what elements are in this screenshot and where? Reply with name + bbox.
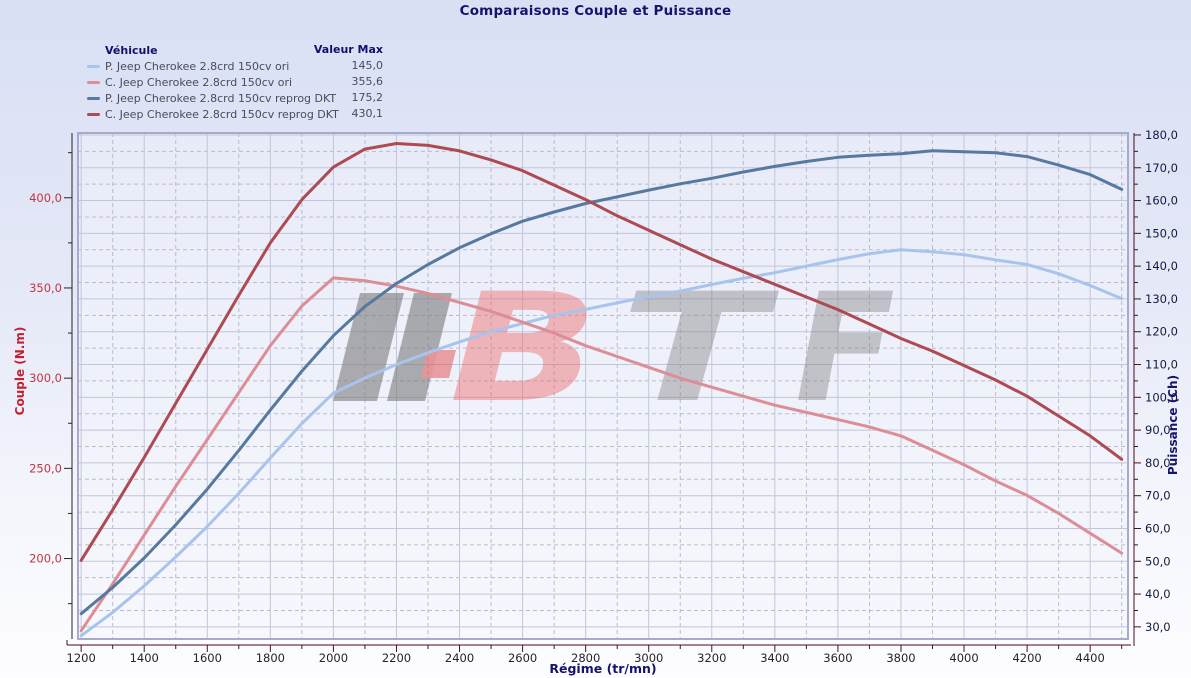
- legend-swatch: [87, 80, 100, 84]
- series-curve-3: [79, 142, 1124, 562]
- legend-header-row: Véhicule Valeur Max: [87, 42, 383, 58]
- legend-item-label: P. Jeep Cherokee 2.8crd 150cv reprog DKT: [105, 91, 337, 105]
- x-tick-label: 3200: [697, 651, 726, 665]
- y-right-tick-label: 60,0: [1145, 521, 1171, 535]
- x-tick-label: 1400: [130, 651, 159, 665]
- page-title: Comparaisons Couple et Puissance: [459, 3, 732, 19]
- x-axis-title: Régime (tr/mn): [549, 661, 657, 676]
- legend-header-max: Valeur Max: [313, 43, 383, 56]
- x-tick-label: 2800: [571, 651, 600, 665]
- y-left-tick-label: 300,0: [29, 371, 62, 385]
- y-right-tick-label: 150,0: [1145, 226, 1178, 240]
- x-tick-label: 2000: [319, 651, 348, 665]
- y-right-tick-label: 160,0: [1145, 194, 1178, 208]
- legend-swatch: [87, 112, 100, 116]
- legend-swatch: [87, 96, 100, 100]
- legend-item-max-value: 355,6: [351, 75, 384, 88]
- y-right-tick-label: 130,0: [1145, 292, 1178, 306]
- legend-item: P. Jeep Cherokee 2.8crd 150cv ori 145,0: [87, 58, 383, 74]
- y-left-axis-title: Couple (N.m): [13, 326, 27, 416]
- y-right-tick-label: 90,0: [1145, 423, 1171, 437]
- y-left-tick-label: 250,0: [29, 461, 62, 475]
- y-right-axis-title: Puissance (Ch): [1166, 374, 1180, 476]
- watermark-letter: B: [449, 262, 599, 436]
- series-curve-1: [79, 276, 1124, 633]
- y-left-axis: 200,0 250,0 300,0 350,0 400,0: [29, 133, 73, 639]
- y-left-tick-label: 400,0: [29, 191, 62, 205]
- plot-frame: [77, 132, 1129, 640]
- x-tick-label: 3600: [823, 651, 852, 665]
- x-tick-label: 2400: [445, 651, 474, 665]
- x-tick-label: 2600: [508, 651, 537, 665]
- legend-item-max-value: 145,0: [351, 59, 384, 72]
- y-right-axis: 30,0 40,0 50,0 60,0 70,0 80,0 90,0 100,0 110,0 12…: [1133, 128, 1178, 646]
- y-right-tick-label: 40,0: [1145, 587, 1171, 601]
- x-tick-label: 1200: [67, 651, 96, 665]
- legend-header-vehicle: Véhicule: [105, 43, 158, 57]
- legend-item-max-value: 175,2: [351, 91, 384, 104]
- legend-item-label: C. Jeep Cherokee 2.8crd 150cv ori: [105, 75, 293, 89]
- x-tick-label: 4000: [949, 651, 978, 665]
- x-tick-label: 4200: [1012, 651, 1041, 665]
- y-left-tick-label: 200,0: [29, 552, 62, 566]
- y-right-tick-label: 80,0: [1145, 456, 1171, 470]
- legend-item: C. Jeep Cherokee 2.8crd 150cv ori 355,6: [87, 74, 383, 90]
- legend-rows: P. Jeep Cherokee 2.8crd 150cv ori 145,0 C.…: [87, 58, 383, 122]
- x-tick-label: 3800: [886, 651, 915, 665]
- legend-item-label: C. Jeep Cherokee 2.8crd 150cv reprog DKT: [105, 107, 339, 121]
- y-left-tick-label: 350,0: [29, 281, 62, 295]
- y-right-tick-label: 120,0: [1145, 325, 1178, 339]
- y-right-tick-label: 70,0: [1145, 489, 1171, 503]
- y-right-tick-label: 140,0: [1145, 259, 1178, 273]
- series-curve-0: [79, 248, 1124, 638]
- x-tick-label: 1600: [193, 651, 222, 665]
- x-tick-label: 4400: [1076, 651, 1105, 665]
- series-curve-2: [79, 149, 1124, 616]
- y-right-tick-label: 50,0: [1145, 554, 1171, 568]
- legend-item-label: P. Jeep Cherokee 2.8crd 150cv ori: [105, 59, 290, 73]
- x-axis: 1200 1400 1600 1800 2000 2200 2400 2600 2800 3000…: [66, 640, 1131, 665]
- y-right-tick-label: 180,0: [1145, 128, 1178, 142]
- x-tick-label: 3000: [634, 651, 663, 665]
- x-tick-label: 3400: [760, 651, 789, 665]
- legend-item: P. Jeep Cherokee 2.8crd 150cv reprog DKT…: [87, 90, 383, 106]
- y-right-tick-label: 100,0: [1145, 390, 1178, 404]
- x-tick-label: 2200: [382, 651, 411, 665]
- y-right-tick-label: 170,0: [1145, 161, 1178, 175]
- legend-swatch: [87, 64, 100, 68]
- legend: Véhicule Valeur Max P. Jeep Cherokee 2.8…: [87, 42, 383, 122]
- legend-item-max-value: 430,1: [351, 107, 384, 120]
- legend-item: C. Jeep Cherokee 2.8crd 150cv reprog DKT…: [87, 106, 383, 122]
- watermark-letter: F: [795, 262, 895, 436]
- y-right-tick-label: 30,0: [1145, 620, 1171, 634]
- y-right-tick-label: 110,0: [1145, 358, 1178, 372]
- watermark-letter: T: [620, 262, 780, 436]
- x-tick-label: 1800: [256, 651, 285, 665]
